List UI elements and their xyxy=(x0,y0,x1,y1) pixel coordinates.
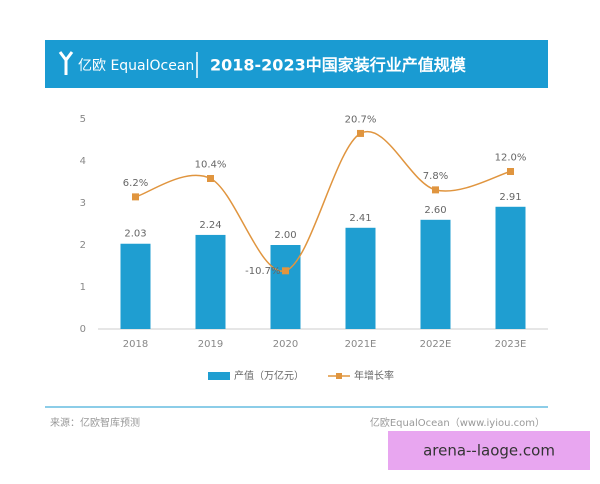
bar xyxy=(420,219,451,329)
footer-brand: 亿欧EqualOcean（www.iyiou.com） xyxy=(370,416,545,429)
line-marker xyxy=(282,267,289,275)
line xyxy=(135,130,511,272)
y-tick-label: 3 xyxy=(80,198,86,209)
legend-swatch xyxy=(208,372,230,380)
x-tick-label: 2019 xyxy=(198,339,223,350)
bar xyxy=(195,234,226,329)
bar-label: 2.24 xyxy=(199,220,221,231)
bar-label: 2.00 xyxy=(274,230,296,241)
watermark-box xyxy=(388,431,590,470)
x-tick-label: 2021E xyxy=(345,339,377,350)
line-marker xyxy=(507,168,514,175)
x-tick-label: 2023E xyxy=(495,339,527,350)
x-tick-label: 2020 xyxy=(273,339,298,350)
bar-label: 2.41 xyxy=(349,213,371,224)
logo-text: 亿欧 EqualOcean xyxy=(78,58,194,74)
line-marker xyxy=(432,186,439,194)
bar xyxy=(270,245,301,329)
line-label: 12.0% xyxy=(495,153,527,164)
line-label: 6.2% xyxy=(123,178,148,189)
chart-title: 2018-2023中国家装行业产值规模 xyxy=(210,56,467,75)
bar-label: 2.03 xyxy=(124,229,146,240)
x-tick-label: 2018 xyxy=(123,339,148,350)
header-bar xyxy=(45,40,548,88)
y-tick-label: 4 xyxy=(80,156,86,167)
legend-label: 产值（万亿元） xyxy=(234,369,304,382)
y-tick-label: 0 xyxy=(80,324,86,335)
bar xyxy=(120,243,151,329)
y-tick-label: 2 xyxy=(80,240,86,251)
line-marker xyxy=(357,129,364,137)
x-tick-label: 2022E xyxy=(420,339,452,350)
legend-label: 年增长率 xyxy=(354,369,394,382)
line-marker xyxy=(132,193,139,201)
y-tick-label: 1 xyxy=(80,282,86,293)
line-marker xyxy=(207,175,214,182)
legend-swatch xyxy=(336,373,342,379)
watermark: arena--laoge.com xyxy=(423,442,555,460)
line-label: 7.8% xyxy=(423,171,448,182)
bar xyxy=(495,206,526,329)
line-label: 20.7% xyxy=(345,114,377,125)
bar xyxy=(345,227,376,329)
footer-source: 来源：亿欧智库预测 xyxy=(50,416,140,429)
bar-label: 2.91 xyxy=(499,192,521,203)
logo-icon xyxy=(58,51,74,75)
y-tick-label: 5 xyxy=(80,114,86,125)
bar-label: 2.60 xyxy=(424,205,446,216)
line-label: 10.4% xyxy=(195,160,227,171)
line-label: -10.7% xyxy=(245,266,280,277)
